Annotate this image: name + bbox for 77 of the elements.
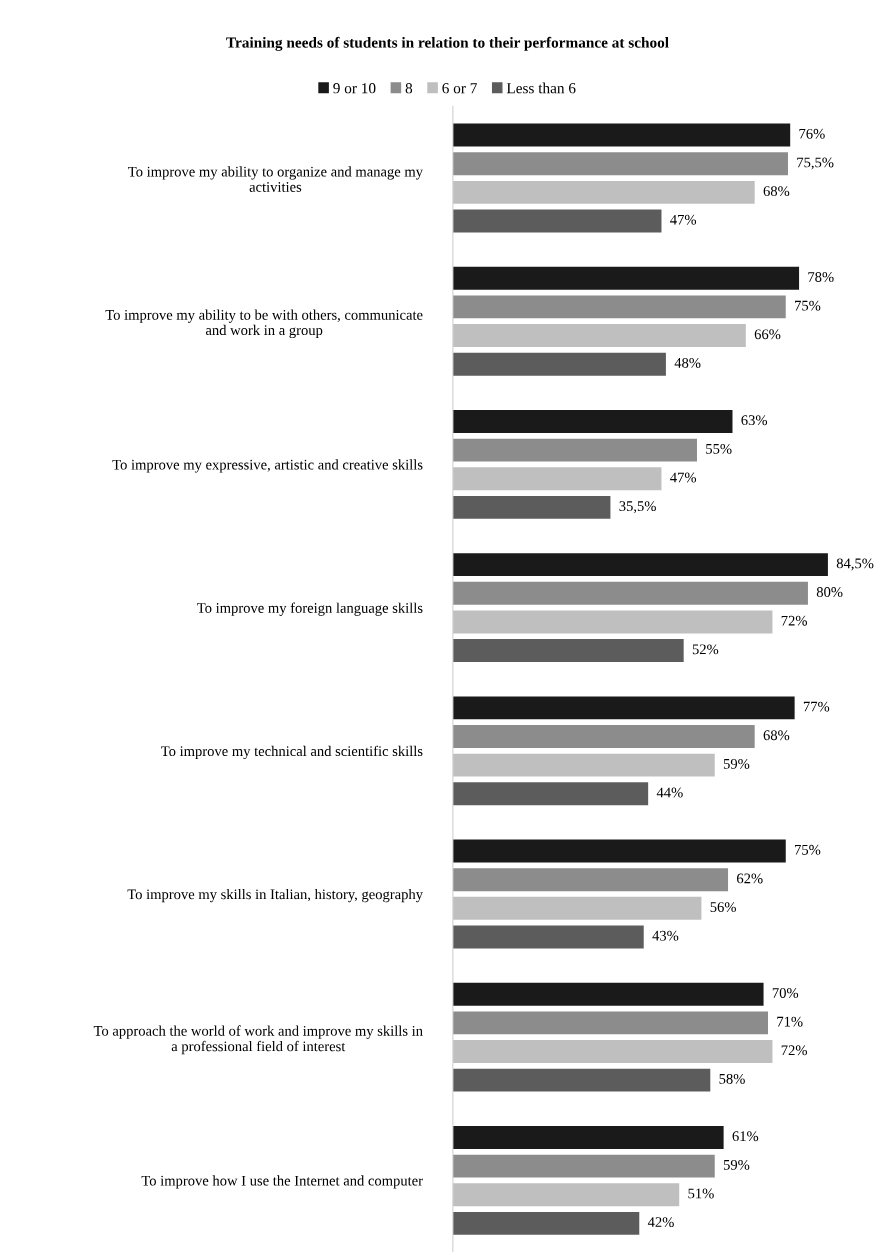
legend-label: 8 bbox=[405, 83, 413, 94]
y-tick-label: To improve my expressive, artistic and creative skills bbox=[112, 459, 423, 473]
bar bbox=[452, 1125, 724, 1149]
data-label: 78% bbox=[808, 272, 834, 282]
data-label: 58% bbox=[719, 1073, 745, 1084]
bar bbox=[452, 753, 715, 777]
data-label: 72% bbox=[781, 1045, 807, 1056]
data-label: 77% bbox=[803, 701, 830, 712]
bar bbox=[452, 896, 702, 920]
bar bbox=[452, 868, 729, 892]
bar bbox=[452, 1211, 640, 1235]
bar bbox=[452, 1154, 715, 1178]
y-tick-label: To improve my ability to be with others, communicate and work in a group bbox=[105, 309, 423, 339]
bar bbox=[452, 352, 666, 376]
bar bbox=[452, 782, 649, 806]
bar bbox=[452, 152, 788, 176]
data-label: 80% bbox=[816, 587, 843, 597]
y-tick-label: To improve my foreign language skills bbox=[197, 602, 423, 616]
data-label: 71% bbox=[777, 1016, 803, 1027]
bar bbox=[452, 410, 733, 433]
data-label: 56% bbox=[710, 902, 736, 913]
legend-label: 6 or 7 bbox=[442, 83, 477, 94]
bar bbox=[452, 295, 786, 319]
bar bbox=[452, 324, 746, 347]
bar bbox=[452, 553, 828, 577]
legend-label: Less than 6 bbox=[506, 82, 576, 94]
data-label: 48% bbox=[674, 357, 701, 368]
data-label: 47% bbox=[670, 214, 697, 225]
bar bbox=[452, 467, 662, 491]
data-label: 61% bbox=[732, 1131, 759, 1142]
bar bbox=[452, 1040, 773, 1063]
bar bbox=[452, 696, 795, 720]
data-label: 47% bbox=[670, 472, 697, 483]
data-label: 68% bbox=[763, 730, 790, 741]
bar bbox=[452, 925, 644, 949]
bar bbox=[452, 1068, 711, 1092]
data-label: 76% bbox=[799, 128, 825, 139]
data-label: 62% bbox=[737, 873, 763, 884]
y-tick-label: To improve my skills in Italian, history, geography bbox=[127, 888, 423, 903]
bar bbox=[452, 839, 786, 863]
data-label: 63% bbox=[741, 415, 768, 426]
data-label: 75% bbox=[795, 300, 821, 311]
bar bbox=[452, 725, 755, 748]
data-label: 43% bbox=[652, 930, 679, 941]
bar bbox=[452, 581, 808, 605]
data-label: 42% bbox=[647, 1217, 674, 1228]
data-label: 66% bbox=[754, 329, 781, 340]
bar bbox=[452, 266, 800, 290]
bar bbox=[452, 209, 662, 233]
chart-title: Training needs of students in relation to their performance at school bbox=[226, 36, 669, 51]
data-label: 75,5% bbox=[797, 157, 834, 170]
data-label: 51% bbox=[688, 1188, 714, 1199]
data-label: 55% bbox=[706, 443, 732, 454]
bar bbox=[452, 438, 697, 462]
legend-label: 9 or 10 bbox=[333, 83, 376, 94]
y-tick-label: To improve my technical and scientific skills bbox=[161, 745, 423, 760]
bar bbox=[452, 639, 684, 663]
y-tick-label: To approach the world of work and improve my skills in a professional field of interest bbox=[93, 1025, 423, 1055]
bar bbox=[452, 982, 764, 1006]
data-label: 35,5% bbox=[619, 501, 656, 514]
data-label: 70% bbox=[772, 988, 799, 998]
bar bbox=[452, 1011, 768, 1035]
y-tick-label: To improve how I use the Internet and computer bbox=[141, 1175, 423, 1189]
bar bbox=[452, 180, 755, 204]
bar bbox=[452, 1183, 680, 1207]
data-label: 44% bbox=[656, 787, 683, 798]
data-label: 52% bbox=[692, 644, 719, 655]
data-label: 72% bbox=[781, 615, 807, 626]
data-label: 59% bbox=[723, 1159, 750, 1170]
data-label: 68% bbox=[763, 186, 790, 197]
data-label: 75% bbox=[795, 844, 821, 855]
bar bbox=[452, 610, 773, 634]
bar bbox=[452, 495, 611, 519]
data-label: 59% bbox=[723, 758, 750, 769]
y-tick-label: To improve my ability to organize and manage my activities bbox=[128, 166, 423, 192]
bar bbox=[452, 123, 791, 147]
data-label: 84,5% bbox=[836, 558, 874, 571]
